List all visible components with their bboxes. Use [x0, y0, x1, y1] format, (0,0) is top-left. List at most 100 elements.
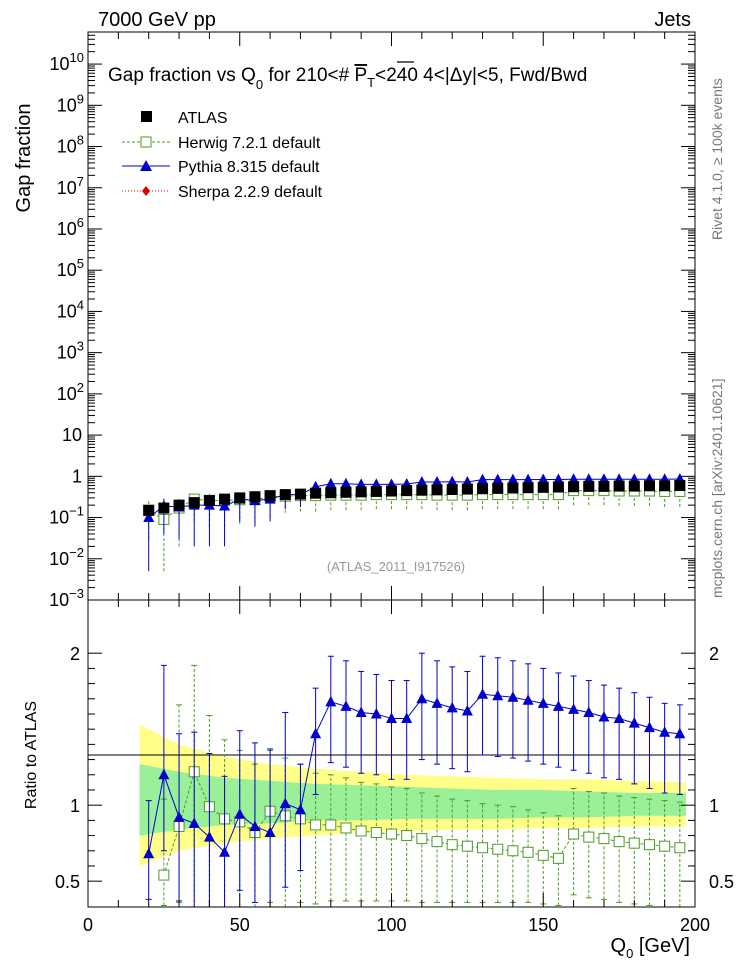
main-point-pythia: [416, 475, 428, 487]
title-sub-t: T: [367, 75, 375, 90]
ratio-point-herwig: [401, 830, 413, 842]
main-point-pythia: [552, 473, 564, 484]
ratio-x-tick-label: 0: [83, 915, 93, 935]
y-tick-label: 10−2: [49, 545, 84, 569]
main-point-atlas: [203, 494, 215, 506]
title-sub-q: 0: [256, 77, 263, 92]
ratio-point-pythia: [598, 711, 610, 722]
ratio-x-tick-label: 200: [680, 915, 710, 935]
ratio-point-pythia: [613, 712, 625, 724]
ratio-point-herwig: [552, 852, 564, 864]
ratio-axis-ticks: 0.5 0.5 1 1 2 2 0 50 100 150 200: [55, 600, 734, 935]
ratio-point-pythia: [143, 847, 155, 859]
main-point-atlas: [143, 504, 155, 516]
main-point-atlas: [188, 497, 200, 509]
ratio-point-pythia: [674, 727, 686, 739]
ratio-y-tick-label: 1: [70, 796, 80, 816]
ratio-point-pythia: [386, 712, 397, 724]
main-point-atlas: [310, 487, 322, 499]
ratio-point-pythia: [310, 727, 322, 739]
y-tick-label: 105: [57, 256, 84, 280]
title-part: for 210<#: [263, 65, 354, 86]
legend-sherpa-marker: [142, 186, 150, 196]
main-point-atlas: [264, 490, 276, 502]
legend-herwig-marker: [140, 136, 152, 148]
main-series: [143, 473, 686, 572]
main-y-axis-label: Gap fraction: [13, 104, 35, 213]
ratio-point-herwig: [613, 836, 625, 848]
ratio-band-inner: [139, 764, 686, 836]
main-axis-ticks: 10−3 10−2 10−1 1 10 102 103 104 105 106 107 108 109 1…: [49, 31, 696, 610]
y-tick-label: 108: [57, 133, 84, 157]
main-point-atlas: [158, 502, 170, 514]
main-point-atlas: [355, 486, 367, 498]
title-part: y|<5, Fwd/Bwd: [462, 65, 587, 86]
y-tick-label: 10−3: [49, 586, 84, 610]
ratio-point-herwig: [598, 833, 610, 845]
ratio-point-herwig: [340, 822, 352, 834]
main-point-atlas: [507, 482, 519, 494]
legend-label-atlas: ATLAS: [178, 110, 228, 127]
ratio-point-pythia: [294, 803, 306, 815]
main-point-atlas: [477, 483, 489, 495]
ratio-point-herwig: [461, 840, 473, 852]
y-tick-label: 109: [57, 91, 84, 115]
ratio-point-pythia: [173, 811, 185, 822]
energy-label: 7000 GeV pp: [98, 9, 216, 31]
main-point-pythia: [219, 500, 231, 511]
title-part: <240 4<|: [375, 65, 450, 86]
main-point-atlas: [613, 480, 625, 492]
main-point-atlas: [659, 480, 671, 492]
main-point-pythia: [325, 477, 337, 489]
main-point-atlas: [370, 485, 382, 497]
y-tick-label: 107: [57, 174, 84, 198]
main-point-atlas: [583, 480, 595, 492]
legend-atlas-marker: [141, 111, 152, 122]
legend-pythia-marker: [140, 160, 152, 171]
ratio-series: [143, 652, 686, 908]
plot-title: Gap fraction vs Q0 for 210<# PT<240 4<|Δ…: [108, 61, 587, 92]
plot-title-text: Gap fraction vs Q0 for 210<# PT<240 4<|Δ…: [108, 65, 587, 92]
main-point-pythia: [507, 473, 519, 485]
side-label-mcplots: mcplots.cern.ch [arXiv:2401.10621]: [709, 379, 725, 598]
main-point-atlas: [416, 484, 428, 496]
ratio-point-pythia: [279, 797, 291, 809]
main-point-atlas: [249, 491, 261, 503]
main-point-pythia: [537, 473, 549, 484]
main-point-atlas: [628, 480, 640, 492]
x-axis-title: Q0 [GeV]: [611, 935, 691, 961]
main-point-atlas: [446, 483, 458, 495]
ratio-point-herwig: [355, 825, 367, 837]
ratio-x-tick-label: 150: [528, 915, 558, 935]
ratio-point-pythia: [416, 692, 428, 704]
ratio-point-pythia: [370, 707, 382, 719]
main-point-pythia: [492, 473, 504, 485]
ratio-point-pythia: [249, 820, 261, 831]
ratio-point-herwig: [158, 869, 170, 881]
ratio-point-herwig: [659, 840, 671, 852]
ratio-point-pythia: [507, 691, 519, 702]
ratio-point-pythia: [477, 688, 489, 699]
ratio-point-pythia: [188, 817, 200, 828]
ratio-point-pythia: [355, 706, 367, 717]
ratio-point-herwig: [643, 839, 655, 851]
title-pt: P: [354, 65, 367, 86]
ratio-y-tick-label: 2: [70, 644, 80, 664]
legend-label-herwig: Herwig 7.2.1 default: [178, 135, 321, 152]
legend-label-pythia: Pythia 8.315 default: [178, 159, 320, 176]
main-point-atlas: [643, 480, 655, 492]
ratio-point-herwig: [522, 846, 534, 858]
ratio-bands: [139, 724, 686, 866]
ratio-point-pythia: [537, 697, 549, 708]
main-point-atlas: [552, 481, 564, 493]
legend-label-sherpa: Sherpa 2.2.9 default: [178, 184, 323, 201]
ratio-point-pythia: [583, 706, 595, 717]
ratio-y-tick-label-right: 1: [709, 796, 719, 816]
y-tick-label: 10−1: [49, 504, 84, 528]
ratio-point-pythia: [203, 831, 215, 842]
ratio-point-herwig: [310, 819, 322, 831]
ratio-point-pythia: [492, 689, 504, 701]
main-point-atlas: [325, 487, 337, 499]
main-point-atlas: [431, 484, 443, 496]
